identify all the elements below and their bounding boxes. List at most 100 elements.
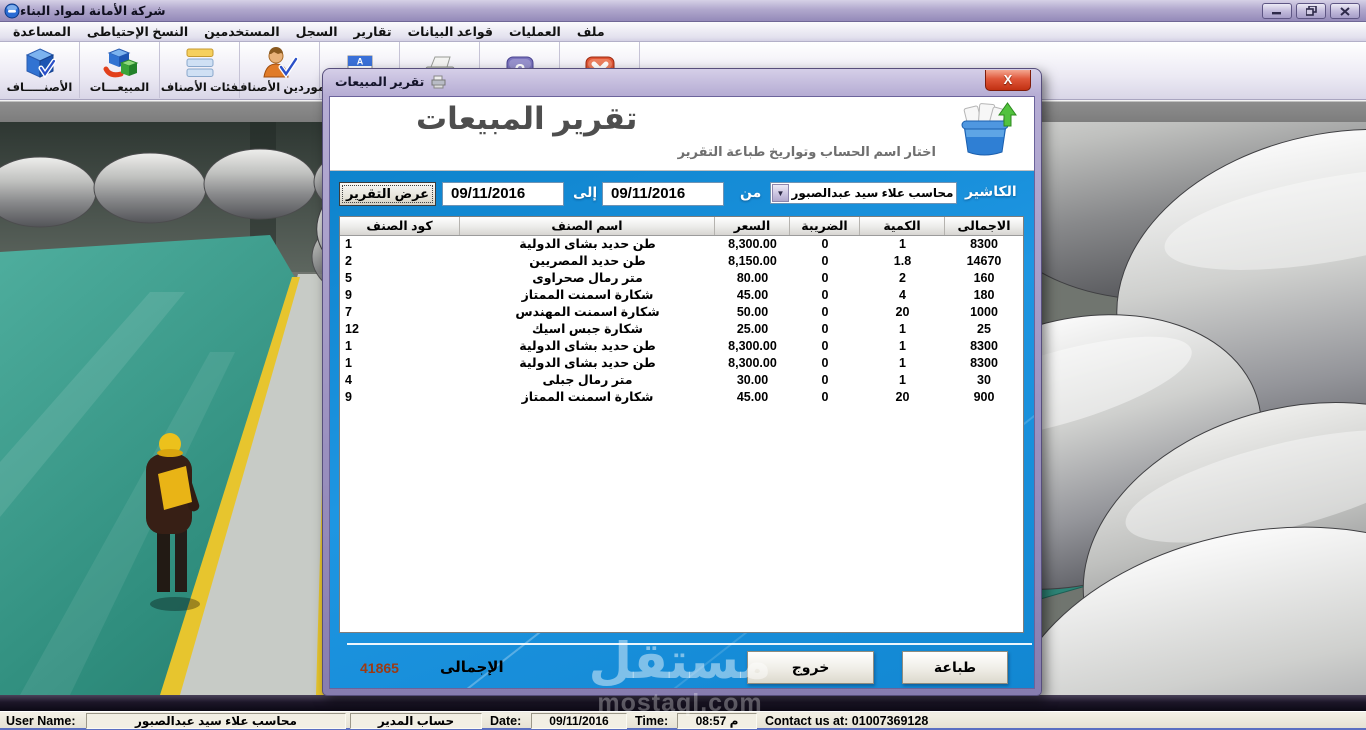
account-type-value: حساب المدير xyxy=(350,713,482,729)
table-cell: طن حديد بشاى الدولية xyxy=(519,339,656,353)
dialog-close-button[interactable]: X xyxy=(985,70,1031,91)
table-row[interactable]: 1 طن حديد بشاى الدولية 8,300.00 0 1 8300 xyxy=(340,355,1023,372)
from-date-input[interactable]: 09/11/2016 xyxy=(442,182,564,206)
table-cell: 1.8 xyxy=(893,254,912,268)
table-cell: 2 xyxy=(899,271,906,285)
table-cell: 1 xyxy=(899,237,906,251)
total-label: الإجمالى xyxy=(440,659,504,676)
table-cell: 0 xyxy=(821,322,829,336)
menu-item-operations[interactable]: العمليات xyxy=(508,25,561,39)
table-cell: شكارة جبس اسيك xyxy=(532,322,643,336)
svg-text:A: A xyxy=(356,57,363,67)
table-cell: 7 xyxy=(345,305,352,319)
menu-item-databases[interactable]: قواعد البيانات xyxy=(407,25,493,39)
contact-info: Contact us at: 01007369128 xyxy=(765,714,929,728)
suppliers-person-icon xyxy=(262,45,298,81)
table-row[interactable]: 2 طن حديد المصريين 8,150.00 0 1.8 14670 xyxy=(340,253,1023,270)
menu-item-reports[interactable]: تقارير xyxy=(353,25,392,39)
menu-item-file[interactable]: ملف xyxy=(576,25,605,39)
table-cell: 0 xyxy=(821,254,829,268)
print-button[interactable]: طباعة xyxy=(902,651,1008,684)
table-cell: 2 xyxy=(345,254,352,268)
window-titlebar: شركة الأمانة لمواد البناء xyxy=(0,0,1366,22)
menu-item-log[interactable]: السجل xyxy=(295,25,338,39)
dialog-body: عرض التقرير 09/11/2016 إلى 09/11/2016 من… xyxy=(330,171,1034,688)
menu-item-users[interactable]: المستخدمين xyxy=(204,25,280,39)
time-value: 08:57 م xyxy=(677,713,757,729)
total-value: 41865 xyxy=(360,660,399,676)
toolbar-items-button[interactable]: الأصنـــــاف xyxy=(0,42,80,98)
header-item-code: كود الصنف xyxy=(340,217,460,235)
table-cell: شكارة اسمنت الممتاز xyxy=(521,288,654,302)
table-cell: 45.00 xyxy=(736,288,769,302)
table-cell: 8300 xyxy=(970,356,998,370)
to-date-input[interactable]: 09/11/2016 xyxy=(602,182,724,206)
table-cell: شكارة اسمنت الممتاز xyxy=(521,390,654,404)
worker-figure xyxy=(146,433,200,611)
menu-bar: المساعدة النسخ الإحتياطى المستخدمين السج… xyxy=(0,22,1366,42)
table-cell: 8,300.00 xyxy=(728,339,777,353)
table-cell: 1 xyxy=(345,356,352,370)
table-row[interactable]: 1 طن حديد بشاى الدولية 8,300.00 0 1 8300 xyxy=(340,236,1023,253)
table-cell: 9 xyxy=(345,288,352,302)
toolbar-sales-button[interactable]: المبيعـــات xyxy=(80,42,160,98)
items-cube-icon xyxy=(23,45,57,81)
table-cell: 1 xyxy=(345,339,352,353)
table-row[interactable]: 9 شكارة اسمنت الممتاز 45.00 0 20 900 xyxy=(340,389,1023,406)
menu-item-help[interactable]: المساعدة xyxy=(13,25,71,39)
exit-button[interactable]: خروج xyxy=(747,651,874,684)
dialog-content: تقرير المبيعات اختار اسم الحساب وتواريخ … xyxy=(329,96,1035,689)
report-table-body: 1 طن حديد بشاى الدولية 8,300.00 0 1 8300 2 طن ح… xyxy=(340,236,1023,406)
table-cell: 4 xyxy=(345,373,352,387)
table-row[interactable]: 5 متر رمال صحراوى 80.00 0 2 160 xyxy=(340,270,1023,287)
table-row[interactable]: 4 متر رمال جبلى 30.00 0 1 30 xyxy=(340,372,1023,389)
table-cell: 25 xyxy=(977,322,991,336)
toolbar-categories-button[interactable]: فئات الأصناف xyxy=(160,42,240,98)
table-cell: 0 xyxy=(821,373,829,387)
table-cell: متر رمال جبلى xyxy=(542,373,633,387)
table-cell: 45.00 xyxy=(736,390,769,404)
header-tax: الضريبة xyxy=(790,217,860,235)
dialog-title: تقرير المبيعات xyxy=(335,75,425,89)
table-cell: 1 xyxy=(899,373,906,387)
cashier-select[interactable]: ▼ محاسب علاء سيد عبدالصبور xyxy=(770,182,957,204)
table-cell: 180 xyxy=(973,288,995,302)
table-cell: 9 xyxy=(345,390,352,404)
table-cell: 20 xyxy=(895,305,910,319)
table-cell: 1 xyxy=(899,356,906,370)
table-cell: 25.00 xyxy=(736,322,769,336)
user-name-value: محاسب علاء سيد عبدالصبور xyxy=(86,713,346,729)
table-cell: 5 xyxy=(345,271,352,285)
show-report-button[interactable]: عرض التقرير xyxy=(339,182,436,206)
sales-cubes-icon xyxy=(101,45,139,81)
cashier-label: الكاشير xyxy=(965,183,1017,199)
table-header-row: كود الصنف اسم الصنف السعر الضريبة الكمية… xyxy=(340,217,1023,236)
report-mini-icon xyxy=(431,75,446,89)
chevron-down-icon[interactable]: ▼ xyxy=(772,184,789,202)
restore-button[interactable] xyxy=(1296,3,1326,19)
table-cell: 8300 xyxy=(970,237,998,251)
close-button[interactable] xyxy=(1330,3,1360,19)
minimize-button[interactable] xyxy=(1262,3,1292,19)
header-quantity: الكمية xyxy=(860,217,945,235)
table-row[interactable]: 7 شكارة اسمنت المهندس 50.00 0 20 1000 xyxy=(340,304,1023,321)
table-row[interactable]: 12 شكارة جبس اسيك 25.00 0 1 25 xyxy=(340,321,1023,338)
table-row[interactable]: 1 طن حديد بشاى الدولية 8,300.00 0 1 8300 xyxy=(340,338,1023,355)
toolbar-suppliers-button[interactable]: موردين الأصناف xyxy=(234,42,325,98)
bottom-frame-strip xyxy=(0,695,1366,711)
header-price: السعر xyxy=(715,217,790,235)
table-cell: 50.00 xyxy=(736,305,769,319)
cashier-selected-value: محاسب علاء سيد عبدالصبور xyxy=(791,186,954,200)
table-cell: 0 xyxy=(821,339,829,353)
menu-item-backup[interactable]: النسخ الإحتياطى xyxy=(86,25,189,39)
sales-report-dialog: تقرير المبيعات X تقرير المبيعات اختار اس… xyxy=(322,68,1042,696)
report-title: تقرير المبيعات xyxy=(416,101,638,136)
window-title: شركة الأمانة لمواد البناء xyxy=(20,4,166,18)
table-cell: متر رمال صحراوى xyxy=(532,271,643,285)
table-cell: 8,150.00 xyxy=(728,254,777,268)
table-cell: 30 xyxy=(977,373,991,387)
table-cell: 30.00 xyxy=(736,373,769,387)
table-row[interactable]: 9 شكارة اسمنت الممتاز 45.00 0 4 180 xyxy=(340,287,1023,304)
table-cell: 1 xyxy=(345,237,352,251)
